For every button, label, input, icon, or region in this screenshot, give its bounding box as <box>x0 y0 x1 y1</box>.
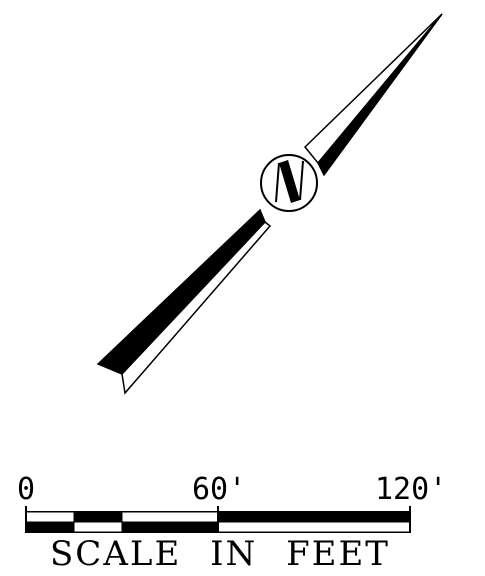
scale-tick-label-120: 120' <box>375 472 448 507</box>
scale-segment-1-bottom <box>25 521 75 533</box>
scale-segment-2-bottom <box>73 521 123 533</box>
scale-segment-4-bottom <box>217 521 411 533</box>
scale-segment-4-top <box>217 511 411 523</box>
north-arrow-n-glyph <box>279 160 300 203</box>
scale-segment-3-top <box>121 511 219 523</box>
north-arrow-icon <box>96 13 443 395</box>
scale-tick-label-0: 0 <box>17 472 36 507</box>
north-arrow-lower-light-half <box>121 220 272 395</box>
north-arrow-upper-dark-half <box>317 13 443 177</box>
scale-title: SCALE IN FEET <box>50 534 390 574</box>
scale-segment-3-bottom <box>121 521 219 533</box>
scale-segment-1-top <box>25 511 75 523</box>
scale-tick-label-60: 60' <box>192 472 247 507</box>
scale-segment-2-top <box>73 511 123 523</box>
